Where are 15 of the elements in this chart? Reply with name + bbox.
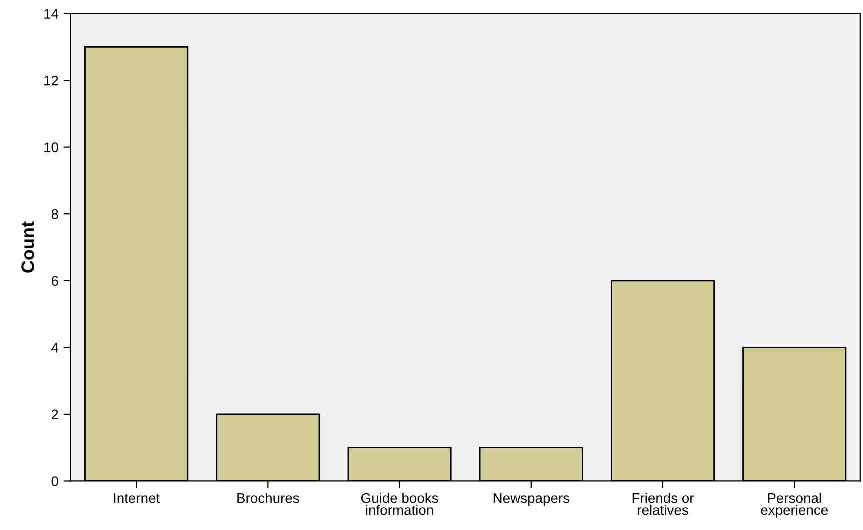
x-tick-label: Personal experience [761,493,828,518]
y-tick-label: 4 [52,343,59,353]
y-tick-label: 10 [44,142,58,153]
y-tick-label: 6 [52,276,58,286]
x-tick-label: Internet [114,494,160,504]
x-tick-label: Brochures [238,493,300,504]
y-axis-title: Count [22,222,34,273]
y-tick-label: 8 [52,209,58,220]
x-tick-label: Newspapers [494,494,570,506]
y-tick-label: 0 [52,476,58,486]
x-tick-label: Friends or relatives [632,493,694,516]
y-tick-label: 12 [44,76,58,86]
y-tick-label: 14 [44,9,59,19]
x-tick-label: Guide books information [361,493,438,516]
y-tick-label: 2 [52,410,58,420]
